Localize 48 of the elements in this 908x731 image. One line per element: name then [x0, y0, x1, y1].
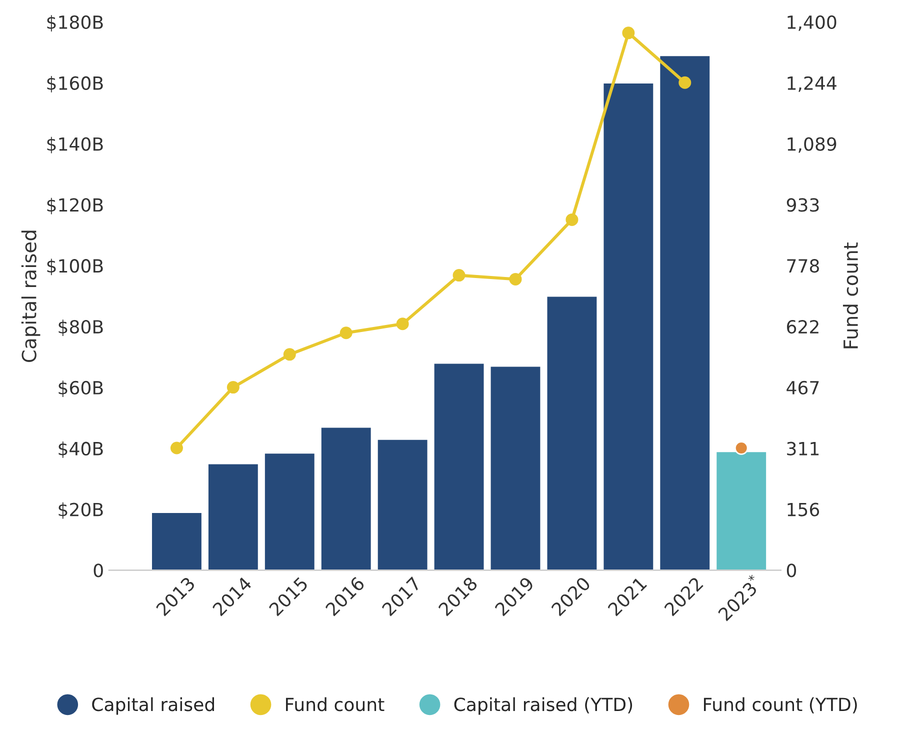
y-tick-label: $80B — [58, 320, 103, 336]
y2-tick-label: 778 — [787, 259, 819, 273]
y2-tick-label: 311 — [787, 442, 819, 456]
y-tick-label: $100B — [47, 258, 103, 276]
y-tick-label: $60B — [58, 380, 103, 397]
legend-label: Fund count (YTD) — [704, 697, 857, 714]
y-tick-label: $180B — [47, 15, 103, 32]
point — [283, 348, 296, 361]
x-tick-label: 2023$^{*}$ — [715, 574, 764, 622]
bar — [264, 452, 316, 570]
y2-tick-label: 1,244 — [788, 76, 836, 92]
bar — [150, 512, 203, 570]
y2-tick-label: 622 — [787, 320, 818, 334]
legend-label: Fund count — [286, 697, 384, 712]
y2-axis-title: Fund count — [842, 242, 858, 348]
point — [226, 381, 240, 394]
bar — [207, 462, 260, 570]
y-tick-label: $140B — [47, 136, 103, 154]
bar — [432, 362, 486, 570]
point — [396, 318, 409, 330]
legend-label: Capital raised — [92, 697, 214, 715]
point — [678, 76, 692, 89]
point — [566, 213, 578, 226]
y2-tick-label: 0 — [786, 564, 796, 578]
point — [170, 442, 183, 454]
y2-tick-label: 1,089 — [788, 137, 836, 153]
y-tick-label: $20B — [58, 502, 103, 519]
bar — [546, 295, 598, 570]
y2-tick-label: 1,400 — [788, 15, 836, 31]
y2-tick-label: 156 — [788, 502, 820, 516]
y-tick-label: $120B — [47, 198, 103, 214]
y-tick-label: 0 — [94, 564, 103, 578]
point — [509, 272, 522, 286]
y-tick-label: $40B — [58, 441, 103, 458]
bar — [376, 438, 429, 570]
y-tick-label: $160B — [47, 76, 103, 92]
bar — [320, 426, 372, 570]
point — [734, 441, 748, 455]
y2-tick-label: 467 — [786, 380, 819, 395]
point — [452, 269, 466, 282]
bar — [602, 82, 655, 570]
point — [340, 326, 352, 340]
y-axis-title: Capital raised — [21, 230, 40, 362]
y2-tick-label: 933 — [786, 198, 819, 212]
bar — [658, 54, 711, 570]
point — [622, 26, 635, 40]
legend-label: Capital raised (YTD) — [454, 697, 632, 715]
bar — [489, 365, 542, 570]
